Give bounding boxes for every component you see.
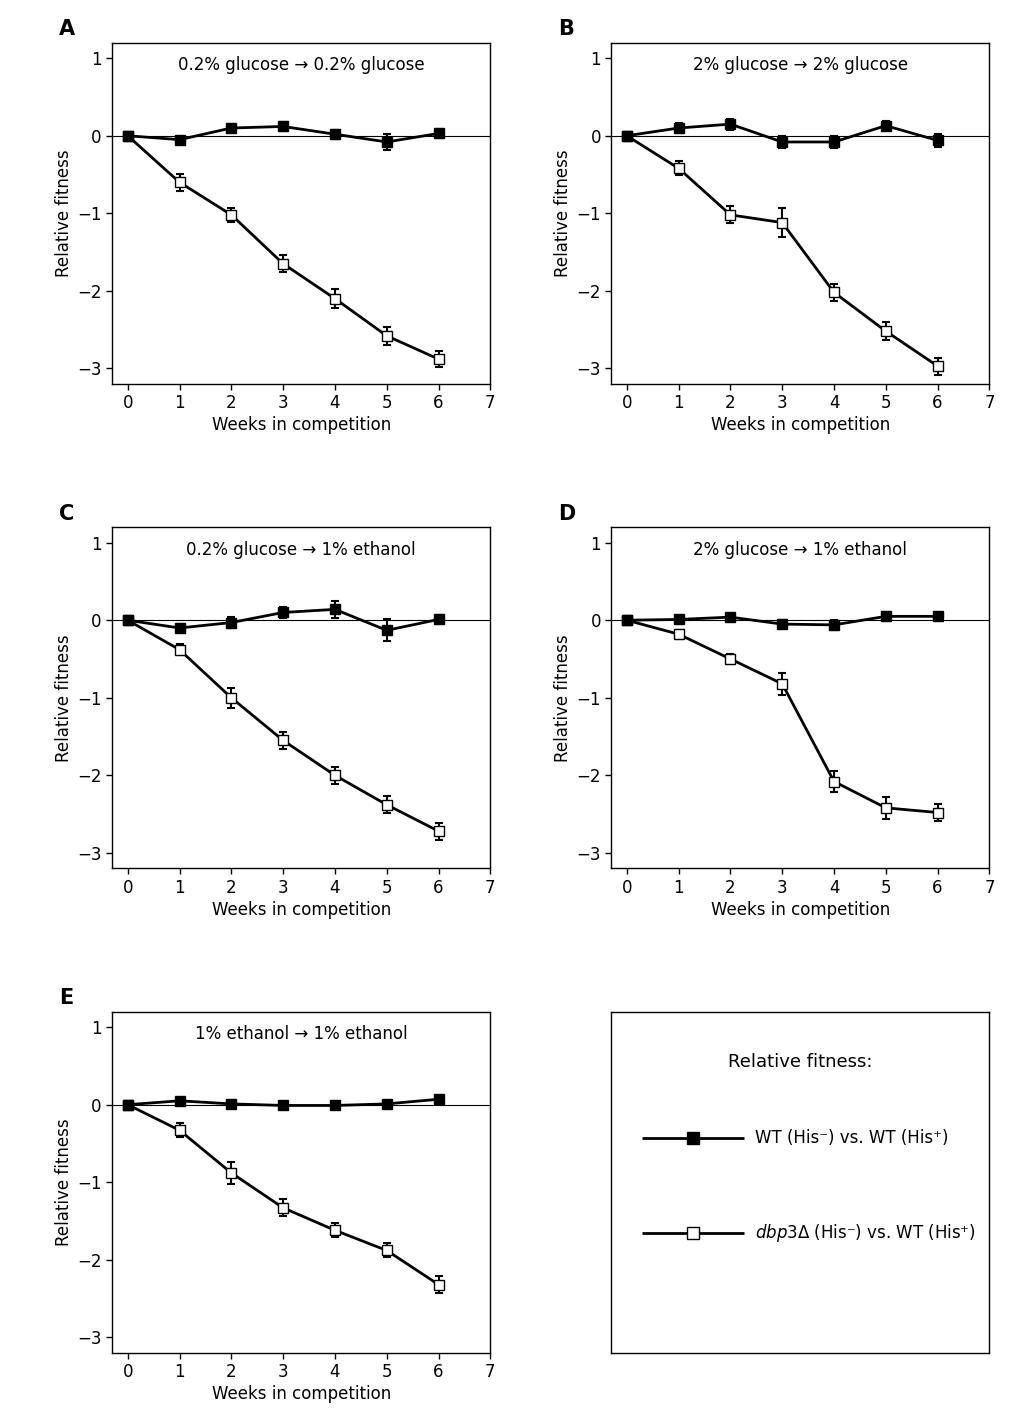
Y-axis label: Relative fitness: Relative fitness [55, 150, 73, 278]
X-axis label: Weeks in competition: Weeks in competition [211, 1386, 390, 1404]
X-axis label: Weeks in competition: Weeks in competition [710, 416, 890, 434]
Text: 2% glucose → 2% glucose: 2% glucose → 2% glucose [692, 57, 907, 74]
Text: $\mathit{dbp3\Delta}$ (His⁻) vs. WT (His⁺): $\mathit{dbp3\Delta}$ (His⁻) vs. WT (His… [754, 1222, 975, 1245]
Text: D: D [557, 504, 575, 524]
Text: Relative fitness:: Relative fitness: [728, 1052, 871, 1071]
Text: WT (His⁻) vs. WT (His⁺): WT (His⁻) vs. WT (His⁺) [754, 1129, 948, 1146]
Text: 2% glucose → 1% ethanol: 2% glucose → 1% ethanol [693, 541, 906, 558]
X-axis label: Weeks in competition: Weeks in competition [211, 416, 390, 434]
Text: 1% ethanol → 1% ethanol: 1% ethanol → 1% ethanol [195, 1025, 408, 1044]
Text: E: E [59, 988, 73, 1008]
Text: C: C [59, 504, 74, 524]
X-axis label: Weeks in competition: Weeks in competition [211, 901, 390, 918]
Text: B: B [557, 20, 574, 40]
Y-axis label: Relative fitness: Relative fitness [553, 634, 572, 762]
Text: A: A [59, 20, 75, 40]
Text: 0.2% glucose → 1% ethanol: 0.2% glucose → 1% ethanol [186, 541, 416, 558]
Y-axis label: Relative fitness: Relative fitness [553, 150, 572, 278]
Text: 0.2% glucose → 0.2% glucose: 0.2% glucose → 0.2% glucose [177, 57, 424, 74]
Y-axis label: Relative fitness: Relative fitness [55, 1118, 73, 1246]
Y-axis label: Relative fitness: Relative fitness [55, 634, 73, 762]
X-axis label: Weeks in competition: Weeks in competition [710, 901, 890, 918]
